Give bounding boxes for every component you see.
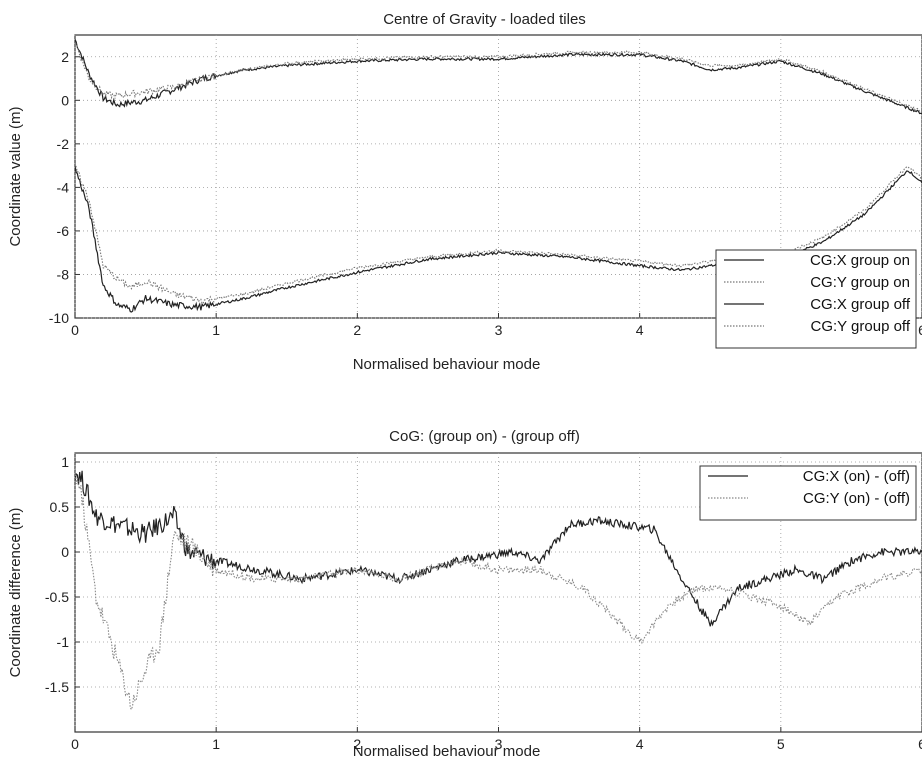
- series-line-2: [75, 42, 922, 113]
- legend-label: CG:X group on: [810, 252, 910, 269]
- x-tick-label: 0: [71, 736, 79, 752]
- x-tick-label: 2: [353, 322, 361, 338]
- legend-label: CG:Y group on: [810, 274, 910, 291]
- x-tick-label: 1: [212, 322, 220, 338]
- x-tick-label: 4: [636, 736, 644, 752]
- y-tick-label: 0: [61, 92, 69, 108]
- x-tick-label: 0: [71, 322, 79, 338]
- series-line-1: [75, 470, 922, 627]
- y-tick-label: -0.5: [45, 589, 69, 605]
- y-axis-label: Coordinate value (m): [7, 106, 24, 246]
- legend-label: CG:Y group off: [810, 318, 910, 335]
- y-tick-label: 0.5: [50, 499, 70, 515]
- y-tick-label: 2: [61, 49, 69, 65]
- x-tick-label: 6: [918, 736, 922, 752]
- y-tick-label: -1.5: [45, 679, 69, 695]
- x-axis-label: Normalised behaviour mode: [353, 356, 541, 373]
- x-tick-label: 6: [918, 322, 922, 338]
- chart-title: CoG: (group on) - (group off): [389, 428, 580, 445]
- x-tick-label: 3: [495, 736, 503, 752]
- legend-label: CG:X group off: [810, 296, 911, 313]
- x-tick-label: 1: [212, 736, 220, 752]
- y-tick-label: -2: [57, 136, 70, 152]
- y-tick-label: -8: [57, 266, 70, 282]
- x-tick-label: 5: [777, 736, 785, 752]
- x-axis-label: Normalised behaviour mode: [353, 743, 541, 760]
- legend-box: [715, 249, 917, 349]
- x-tick-label: 3: [495, 322, 503, 338]
- y-tick-label: -1: [57, 634, 70, 650]
- legend-box: [699, 465, 917, 521]
- series-line-2: [75, 468, 922, 711]
- legend-label: CG:X (on) - (off): [803, 468, 910, 485]
- series-line-1: [75, 39, 922, 115]
- chart-title: Centre of Gravity - loaded tiles: [383, 11, 586, 28]
- x-tick-label: 2: [353, 736, 361, 752]
- y-tick-label: 0: [61, 544, 69, 560]
- y-tick-label: 1: [61, 454, 69, 470]
- x-tick-label: 4: [636, 322, 644, 338]
- legend-label: CG:Y (on) - (off): [803, 490, 910, 507]
- y-tick-label: -6: [57, 223, 70, 239]
- y-tick-label: -10: [49, 310, 69, 326]
- y-axis-label: Coordinate difference (m): [7, 508, 24, 678]
- chart-2: 0 1 2 3 4 5 6 1 0.5 0 -0.5 -1 -1.5 CG:X (on) - (off) C…: [7, 428, 922, 760]
- y-tick-label: -4: [57, 179, 70, 195]
